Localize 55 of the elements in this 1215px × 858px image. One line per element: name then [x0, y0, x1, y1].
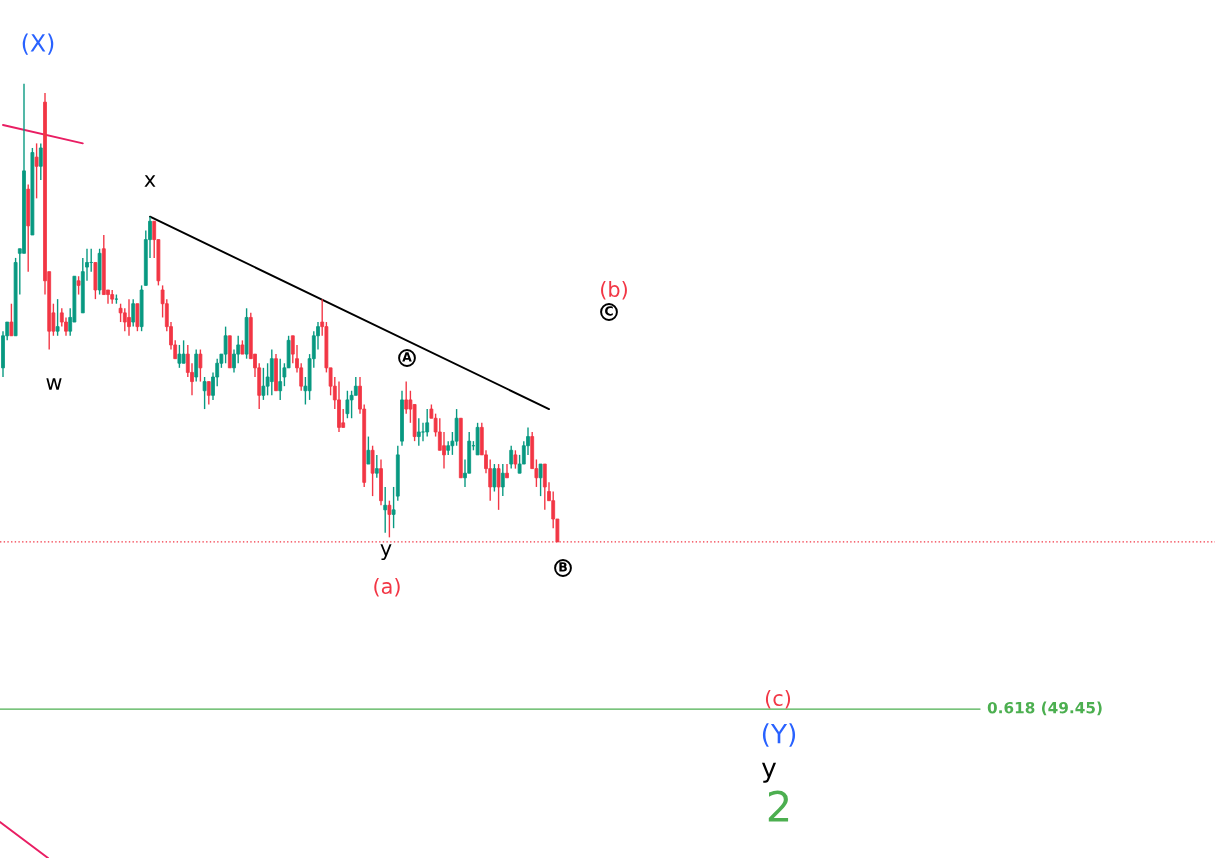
text: (c) — [765, 689, 791, 709]
candlestick — [416, 417, 421, 447]
candlestick — [181, 339, 186, 364]
annotation: x — [144, 175, 156, 187]
candlestick — [269, 348, 274, 397]
candlestick — [261, 367, 266, 401]
candlestick — [538, 463, 543, 497]
candlestick — [9, 303, 14, 337]
text: (Y) — [762, 723, 796, 747]
candlestick — [505, 463, 509, 479]
text: (a) — [374, 577, 400, 597]
text: 2 — [768, 790, 789, 822]
text: (X) — [22, 33, 54, 55]
candlestick — [194, 348, 199, 383]
candlestick — [64, 316, 68, 337]
candlestick — [34, 142, 39, 200]
candlestick — [198, 348, 203, 383]
text: y — [380, 544, 392, 561]
candlestick — [38, 142, 43, 181]
candlestick — [349, 390, 354, 419]
candlestick — [383, 486, 388, 534]
text: C — [605, 306, 613, 316]
candlestick — [442, 431, 446, 470]
candlestick — [374, 454, 379, 479]
candlestick — [500, 463, 505, 497]
candlestick — [135, 303, 140, 332]
candlestick — [391, 486, 396, 529]
candlestick — [278, 357, 283, 401]
text: B — [559, 562, 567, 572]
candlestick — [223, 325, 228, 364]
candlestick — [76, 275, 81, 296]
candlestick — [366, 435, 371, 465]
candlestick — [206, 380, 211, 406]
candlestick — [55, 298, 60, 337]
candlestick — [127, 298, 131, 337]
candlestick — [232, 348, 236, 374]
candlestick — [496, 463, 501, 511]
text: 0.618 (49.45) — [987, 701, 1102, 716]
annotation: A — [402, 352, 412, 362]
candlestick — [513, 449, 518, 470]
candlestick — [345, 390, 350, 419]
candlestick — [387, 499, 392, 539]
candlestick — [202, 376, 207, 410]
candlestick — [177, 344, 182, 369]
candlestick — [370, 445, 375, 497]
text: (b) — [601, 280, 627, 300]
candlestick — [404, 380, 409, 415]
candlestick — [425, 408, 430, 438]
candlestick — [542, 463, 547, 511]
candlestick — [131, 298, 136, 328]
annotation: w — [46, 378, 62, 390]
candlestick — [509, 445, 514, 470]
text: y — [761, 762, 777, 783]
candlestick — [353, 376, 358, 397]
candlestick — [492, 463, 497, 493]
